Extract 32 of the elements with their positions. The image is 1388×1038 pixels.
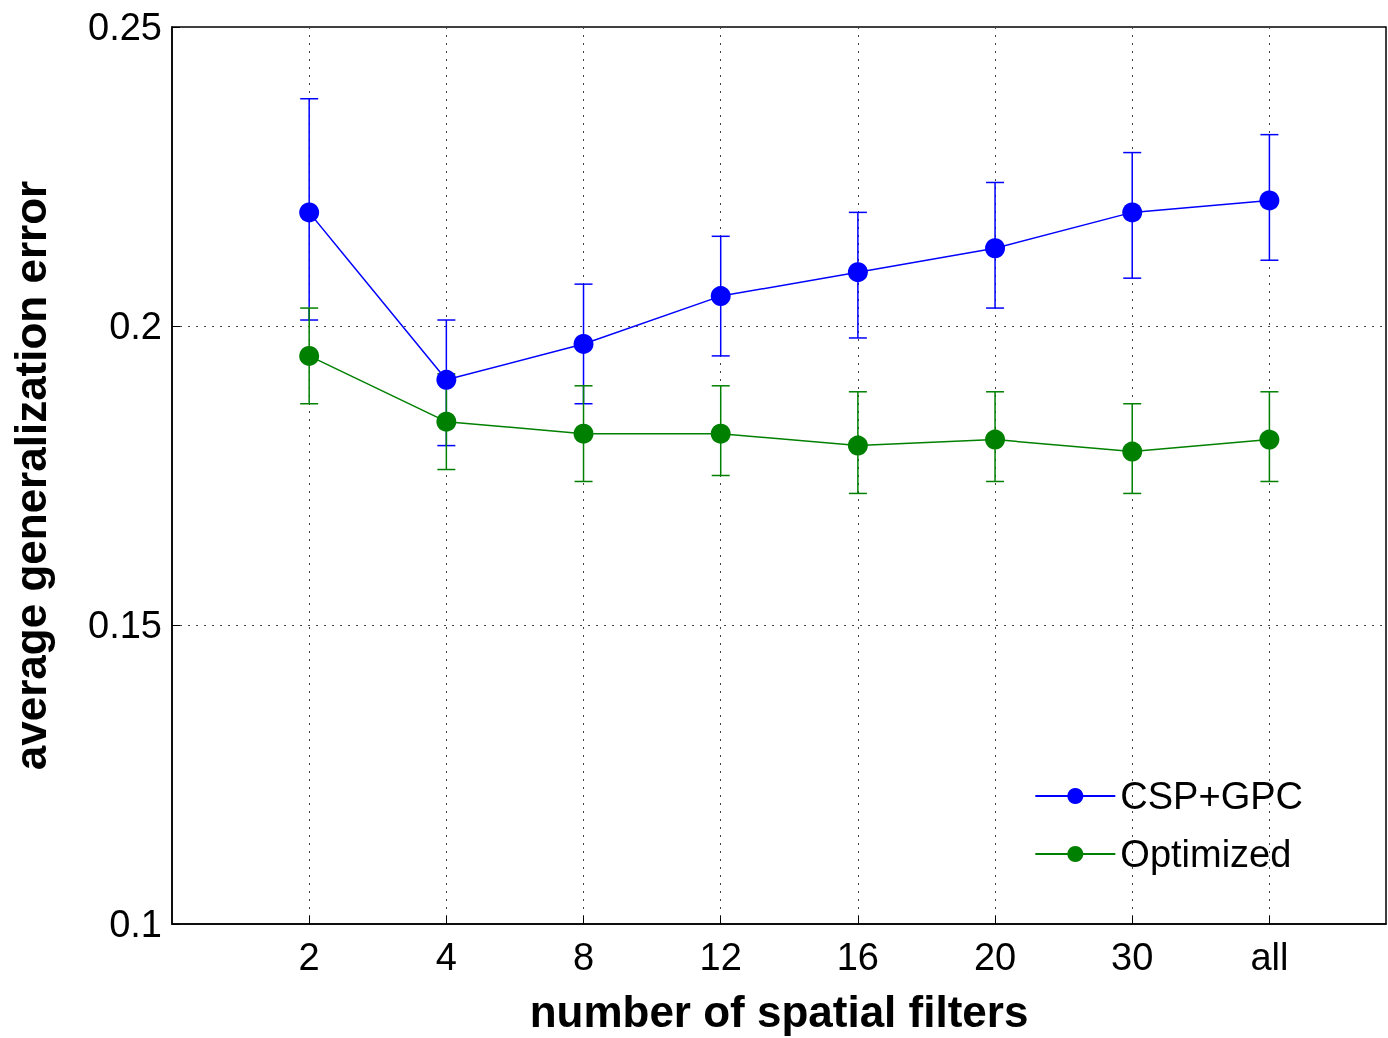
point bbox=[299, 202, 320, 223]
point bbox=[1259, 190, 1280, 211]
point bbox=[1122, 202, 1143, 223]
y-axis-title: average generalization error bbox=[5, 180, 55, 771]
x-tick-label: 16 bbox=[836, 936, 880, 978]
point bbox=[847, 262, 868, 283]
point bbox=[985, 429, 1006, 450]
point bbox=[299, 345, 320, 366]
point bbox=[985, 238, 1006, 259]
x-axis-title: number of spatial filters bbox=[529, 986, 1029, 1036]
y-tick-label: 0.15 bbox=[88, 604, 162, 646]
y-tick-label: 0.1 bbox=[109, 903, 162, 945]
x-tick-label: 8 bbox=[572, 936, 595, 978]
point bbox=[573, 423, 594, 444]
point bbox=[710, 286, 731, 307]
legend-label: CSP+GPC bbox=[1120, 775, 1303, 817]
x-tick-label: 20 bbox=[973, 936, 1017, 978]
point bbox=[710, 423, 731, 444]
x-tick-label: 4 bbox=[435, 936, 457, 978]
point bbox=[1122, 441, 1143, 462]
point bbox=[573, 333, 594, 354]
point bbox=[436, 369, 457, 390]
y-tick-label: 0.2 bbox=[109, 305, 162, 347]
point bbox=[847, 435, 868, 456]
point bbox=[1259, 429, 1280, 450]
point bbox=[436, 411, 457, 432]
x-tick-label: 12 bbox=[699, 936, 742, 978]
x-tick-label: 30 bbox=[1111, 936, 1154, 978]
y-tick-label: 0.25 bbox=[88, 6, 162, 48]
legend-label: Optimized bbox=[1120, 833, 1292, 875]
x-tick-label: 2 bbox=[298, 936, 320, 978]
x-tick-label: all bbox=[1250, 936, 1289, 978]
